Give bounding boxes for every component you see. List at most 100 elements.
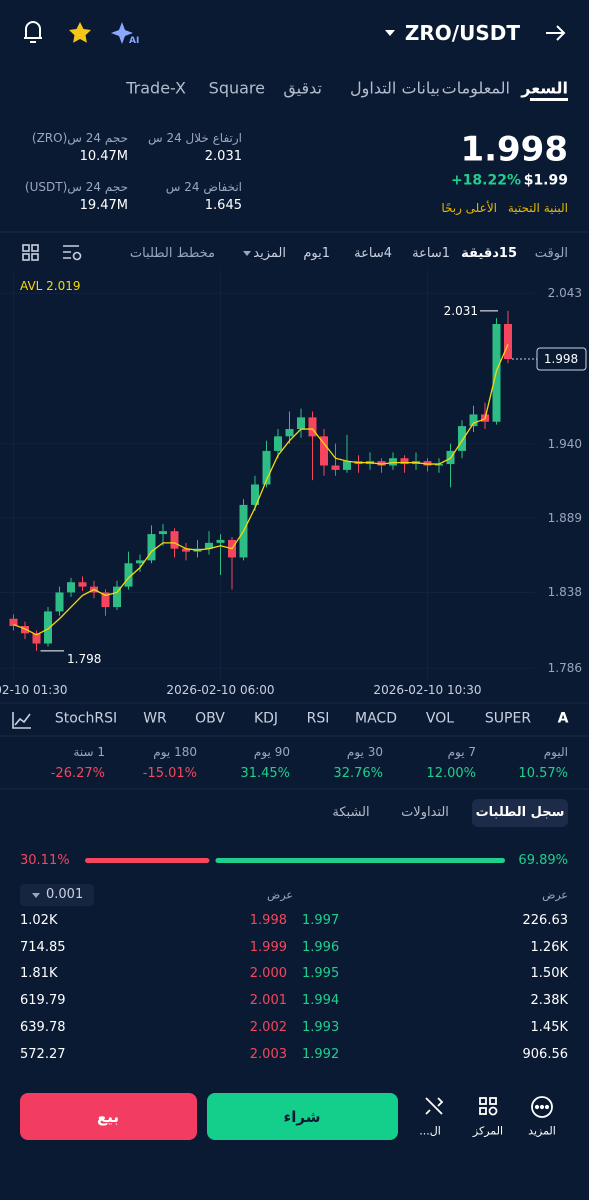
bid-price: 1.993 [302, 1020, 340, 1035]
indicator-tab[interactable]: VOL [425, 710, 455, 727]
x-tick-label: 2026-02-10 06:00 [166, 682, 275, 697]
candle-body [159, 531, 167, 535]
bell-icon[interactable] [24, 21, 42, 43]
candle-body [504, 323, 512, 360]
precision[interactable]: 0.001 [46, 887, 84, 903]
candle-body [251, 484, 259, 505]
tab[interactable]: بيانات التداول [350, 78, 440, 98]
period-change: -26.27% [50, 766, 105, 782]
y-tick-label: 1.889 [547, 510, 582, 525]
back-arrow[interactable] [546, 25, 566, 41]
candle-body [113, 586, 121, 608]
last-price-box [536, 347, 587, 371]
candle-body [308, 417, 317, 437]
buy-label[interactable]: شراء [283, 1108, 321, 1126]
indicator-tab[interactable]: A [557, 710, 569, 727]
tag[interactable]: البنية التحتية [507, 200, 568, 215]
indicator-tab[interactable]: RSI [306, 710, 330, 727]
position-icon[interactable] [479, 1097, 498, 1116]
sell-ratio-bar [85, 858, 210, 863]
period-label: اليوم [543, 744, 568, 759]
bid-qty: 1.50K [530, 966, 568, 982]
indicator-tab[interactable]: KDJ [253, 710, 279, 727]
position-label[interactable]: المركز [472, 1124, 504, 1138]
book-tab[interactable]: الشبكة [332, 805, 370, 821]
ask-qty: 714.85 [20, 939, 66, 955]
sell-button[interactable] [20, 1093, 197, 1140]
candle-body [343, 461, 351, 470]
low-label: 1.798 [67, 651, 102, 666]
stat-value: 1.645 [204, 198, 242, 214]
settings-icon[interactable] [63, 245, 82, 261]
ask-qty: 639.78 [20, 1020, 66, 1035]
period-label: 1 سنة [73, 744, 105, 759]
candle-body [216, 539, 225, 543]
x-tick-label: 2026-02-10 10:30 [373, 682, 482, 697]
tag[interactable]: الأعلى ربحًا [441, 200, 497, 215]
indicator-icon[interactable] [12, 712, 31, 729]
indicator-tab[interactable]: SUPER [484, 710, 532, 727]
candle-body [262, 450, 271, 485]
candle-body [285, 429, 294, 437]
candle-body [67, 582, 75, 593]
tab[interactable]: Square [208, 78, 265, 98]
candle-body [124, 563, 133, 587]
bid-price: 1.996 [302, 939, 340, 955]
more-icon[interactable] [531, 1096, 553, 1118]
indicator-tab[interactable]: WR [143, 710, 167, 727]
candle-body [170, 531, 179, 549]
sell-label[interactable]: بيع [96, 1108, 120, 1126]
period-label: 7 يوم [447, 744, 476, 759]
tab[interactable]: تدقيق [283, 78, 322, 98]
tools-label[interactable]: ال... [419, 1124, 441, 1138]
interval[interactable]: 15دقيقة [461, 246, 517, 262]
tab[interactable]: السعر [521, 78, 568, 98]
candle-body [147, 534, 156, 561]
book-tab[interactable]: التداولات [401, 805, 449, 821]
x-tick-label: 2026-02-10 01:30 [0, 682, 68, 697]
sell-ratio: 30.11% [20, 853, 70, 869]
interval: الوقت [534, 246, 568, 262]
indicator-tab[interactable]: MACD [355, 710, 397, 727]
more-label[interactable]: المزيد [528, 1124, 556, 1138]
book-tab[interactable]: سجل الطلبات [475, 805, 565, 821]
stat-value: 2.031 [204, 149, 242, 165]
tab[interactable]: المعلومات [441, 78, 510, 98]
grid-icon[interactable] [22, 244, 39, 261]
interval[interactable]: 4ساعة [354, 246, 392, 262]
stat-label: حجم 24 س(ZRO) [31, 130, 128, 145]
high-label: 2.031 [443, 303, 478, 318]
more-caret [243, 251, 251, 256]
stat-value: 19.47M [79, 198, 128, 214]
interval[interactable]: مخطط الطلبات [129, 246, 215, 262]
interval[interactable]: 1يوم [303, 246, 330, 262]
bid-price: 1.992 [302, 1046, 340, 1062]
usd-price: $1.99 [523, 172, 568, 189]
column-header: عرض [542, 888, 568, 902]
candle-body [182, 548, 190, 552]
pair-title[interactable]: ZRO/USDT [404, 21, 520, 45]
interval[interactable]: المزيد [253, 246, 286, 262]
y-tick-label: 1.786 [547, 661, 582, 676]
buy-button[interactable] [207, 1093, 398, 1140]
ai-icon[interactable]: AI [111, 22, 139, 46]
period-change: 32.76% [333, 766, 383, 782]
interval[interactable]: 1ساعة [412, 246, 450, 262]
star-icon[interactable] [69, 22, 91, 43]
precision-pill[interactable] [20, 884, 94, 906]
indicator-tab[interactable]: OBV [195, 710, 225, 727]
dropdown-caret [385, 30, 395, 36]
ma-line [13, 344, 509, 636]
bid-qty: 1.45K [530, 1020, 568, 1035]
ask-price: 2.003 [249, 1046, 287, 1062]
bid-qty: 1.26K [530, 939, 568, 955]
period-change: 12.00% [426, 766, 476, 782]
bid-price: 1.994 [302, 993, 340, 1009]
tools-icon[interactable] [425, 1097, 444, 1115]
ask-price: 1.998 [249, 913, 287, 929]
candle-body [9, 618, 18, 627]
indicator-tab[interactable]: StochRSI [54, 710, 118, 727]
tab[interactable]: Trade-X [126, 78, 186, 98]
ask-price: 1.999 [249, 939, 287, 955]
